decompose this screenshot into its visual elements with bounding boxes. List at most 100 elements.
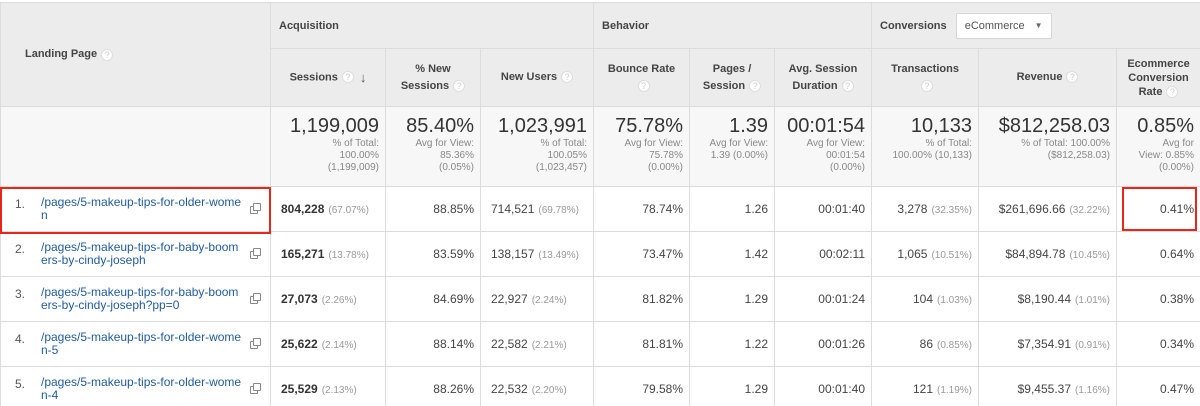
revenue-column-header[interactable]: Revenue? <box>978 48 1118 107</box>
landing-page-link[interactable]: /pages/5-makeup-tips-for-older-women-5 <box>41 330 242 357</box>
bounce-rate-cell: 78.74% <box>593 186 691 232</box>
help-icon[interactable]: ? <box>101 48 114 61</box>
sessions-cell: 165,271 (13.78%) <box>270 231 386 277</box>
revenue-cell: $9,455.37 (1.16%) <box>978 366 1118 406</box>
pages-session-cell: 1.22 <box>689 321 776 367</box>
help-icon[interactable]: ? <box>637 79 650 92</box>
summary-new-users: 1,023,991% of Total: 100.05% (1,023,457) <box>479 106 595 187</box>
summary-avg-duration: 00:01:54 Avg for View: 00:01:54 (0.00%) <box>774 106 873 187</box>
revenue-cell: $261,696.66 (32.22%) <box>978 186 1118 232</box>
bounce-rate-cell: 73.47% <box>593 231 691 277</box>
bounce-rate-cell: 81.82% <box>593 276 691 322</box>
landing-page-cell: 4. /pages/5-makeup-tips-for-older-women-5 <box>0 321 271 367</box>
caret-down-icon: ▼ <box>1034 21 1043 30</box>
pct-new-sessions-cell: 88.26% <box>385 366 481 406</box>
new-users-cell: 138,157 (13.49%) <box>479 231 595 277</box>
transactions-cell: 104 (1.03%) <box>871 276 980 322</box>
table-row: 2. /pages/5-makeup-tips-for-baby-boomers-… <box>0 231 1200 277</box>
transactions-cell: 86 (0.85%) <box>871 321 980 367</box>
help-icon[interactable]: ? <box>561 71 574 84</box>
transactions-column-header[interactable]: Transactions? <box>871 48 980 107</box>
open-in-new-window-icon[interactable] <box>250 338 262 350</box>
row-number: 5. <box>15 377 26 391</box>
pct-new-sessions-cell: 83.59% <box>385 231 481 277</box>
behavior-group-header: Behavior <box>593 2 873 49</box>
pct-new-sessions-cell: 88.85% <box>385 186 481 232</box>
open-in-new-window-icon[interactable] <box>250 383 262 395</box>
ecr-cell: 0.64% <box>1116 231 1200 277</box>
new-users-cell: 22,582 (2.21%) <box>479 321 595 367</box>
summary-pages-session: 1.39 Avg for View: 1.39 (0.00%) <box>689 106 776 187</box>
avg-session-duration-column-header[interactable]: Avg. Session Duration? <box>774 48 873 107</box>
pct-new-sessions-cell: 84.69% <box>385 276 481 322</box>
ecr-cell: 0.41% <box>1116 186 1200 232</box>
landing-page-link[interactable]: /pages/5-makeup-tips-for-baby-boomers-by… <box>41 285 239 312</box>
row-number: 3. <box>15 287 26 301</box>
pages-session-column-header[interactable]: Pages / Session? <box>689 48 776 107</box>
new-users-cell: 22,532 (2.20%) <box>479 366 595 406</box>
ecr-cell: 0.47% <box>1116 366 1200 406</box>
acquisition-group-header: Acquisition <box>269 2 595 49</box>
avg-duration-cell: 00:01:26 <box>774 321 873 367</box>
pages-session-cell: 1.26 <box>689 186 776 232</box>
transactions-cell: 3,278 (32.35%) <box>871 186 980 232</box>
avg-duration-cell: 00:01:40 <box>774 366 873 406</box>
row-number: 2. <box>15 242 26 256</box>
pct-new-sessions-cell: 88.14% <box>385 321 481 367</box>
conversions-group-header: Conversions eCommerce ▼ <box>871 2 1200 49</box>
help-icon[interactable]: ? <box>341 71 354 84</box>
summary-sessions: 1,199,009% of Total: 100.00% (1,199,009) <box>270 106 386 187</box>
revenue-cell: $84,894.78 (10.45%) <box>978 231 1118 277</box>
help-icon[interactable]: ? <box>453 79 466 92</box>
help-icon[interactable]: ? <box>841 79 854 92</box>
landing-page-cell: 5. /pages/5-makeup-tips-for-older-women-4 <box>0 366 271 406</box>
pages-session-cell: 1.42 <box>689 231 776 277</box>
transactions-cell: 1,065 (10.51%) <box>871 231 980 277</box>
landing-page-cell: 1. /pages/5-makeup-tips-for-older-women <box>0 186 271 232</box>
pages-session-cell: 1.29 <box>689 366 776 406</box>
table-row: 4. /pages/5-makeup-tips-for-older-women-5… <box>0 321 1200 367</box>
landing-page-cell: 2. /pages/5-makeup-tips-for-baby-boomers-… <box>0 231 271 277</box>
sessions-cell: 25,529 (2.13%) <box>270 366 386 406</box>
open-in-new-window-icon[interactable] <box>250 248 262 260</box>
ecommerce-conversion-rate-column-header[interactable]: Ecommerce Conversion Rate? <box>1116 48 1200 107</box>
landing-page-link[interactable]: /pages/5-makeup-tips-for-older-women <box>41 195 242 222</box>
row-number: 4. <box>15 332 26 346</box>
summary-row: 1,199,009% of Total: 100.00% (1,199,009) 8… <box>0 106 1200 187</box>
open-in-new-window-icon[interactable] <box>250 293 262 305</box>
bounce-rate-cell: 81.81% <box>593 321 691 367</box>
transactions-cell: 121 (1.19%) <box>871 366 980 406</box>
help-icon[interactable]: ? <box>1066 71 1079 84</box>
sessions-cell: 27,073 (2.26%) <box>270 276 386 322</box>
summary-ecr: 0.85% Avg for View: 0.85% (0.00%) <box>1116 106 1200 187</box>
open-in-new-window-icon[interactable] <box>250 203 262 215</box>
bounce-rate-column-header[interactable]: Bounce Rate? <box>593 48 691 107</box>
sessions-column-header[interactable]: Sessions? ↓ <box>270 48 386 107</box>
sessions-cell: 804,228 (67.07%) <box>270 186 386 232</box>
landing-page-header[interactable]: Landing Page? <box>0 2 271 107</box>
avg-duration-cell: 00:02:11 <box>774 231 873 277</box>
summary-pct-new-sessions: 85.40% Avg for View: 85.36% (0.05%) <box>385 106 481 187</box>
row-number: 1. <box>15 197 26 211</box>
avg-duration-cell: 00:01:40 <box>774 186 873 232</box>
landing-page-link[interactable]: /pages/5-makeup-tips-for-older-women-4 <box>41 375 242 402</box>
sort-descending-icon[interactable]: ↓ <box>359 69 367 85</box>
landing-page-cell: 3. /pages/5-makeup-tips-for-baby-boomers-… <box>0 276 271 322</box>
table-row: 5. /pages/5-makeup-tips-for-older-women-4… <box>0 366 1200 406</box>
revenue-cell: $7,354.91 (0.91%) <box>978 321 1118 367</box>
summary-label-cell <box>0 106 271 187</box>
summary-revenue: $812,258.03% of Total: 100.00% ($812,258.… <box>978 106 1118 187</box>
table-row: 3. /pages/5-makeup-tips-for-baby-boomers-… <box>0 276 1200 322</box>
new-users-column-header[interactable]: New Users? <box>479 48 595 107</box>
help-icon[interactable]: ? <box>1166 85 1179 98</box>
summary-bounce-rate: 75.78% Avg for View: 75.78% (0.00%) <box>593 106 691 187</box>
sessions-cell: 25,622 (2.14%) <box>270 321 386 367</box>
revenue-cell: $8,190.44 (1.01%) <box>978 276 1118 322</box>
conversions-type-dropdown[interactable]: eCommerce ▼ <box>955 12 1052 39</box>
pct-new-sessions-column-header[interactable]: % New Sessions? <box>385 48 481 107</box>
help-icon[interactable]: ? <box>749 79 762 92</box>
new-users-cell: 714,521 (69.78%) <box>479 186 595 232</box>
help-icon[interactable]: ? <box>921 79 934 92</box>
landing-page-link[interactable]: /pages/5-makeup-tips-for-baby-boomers-by… <box>41 240 239 267</box>
